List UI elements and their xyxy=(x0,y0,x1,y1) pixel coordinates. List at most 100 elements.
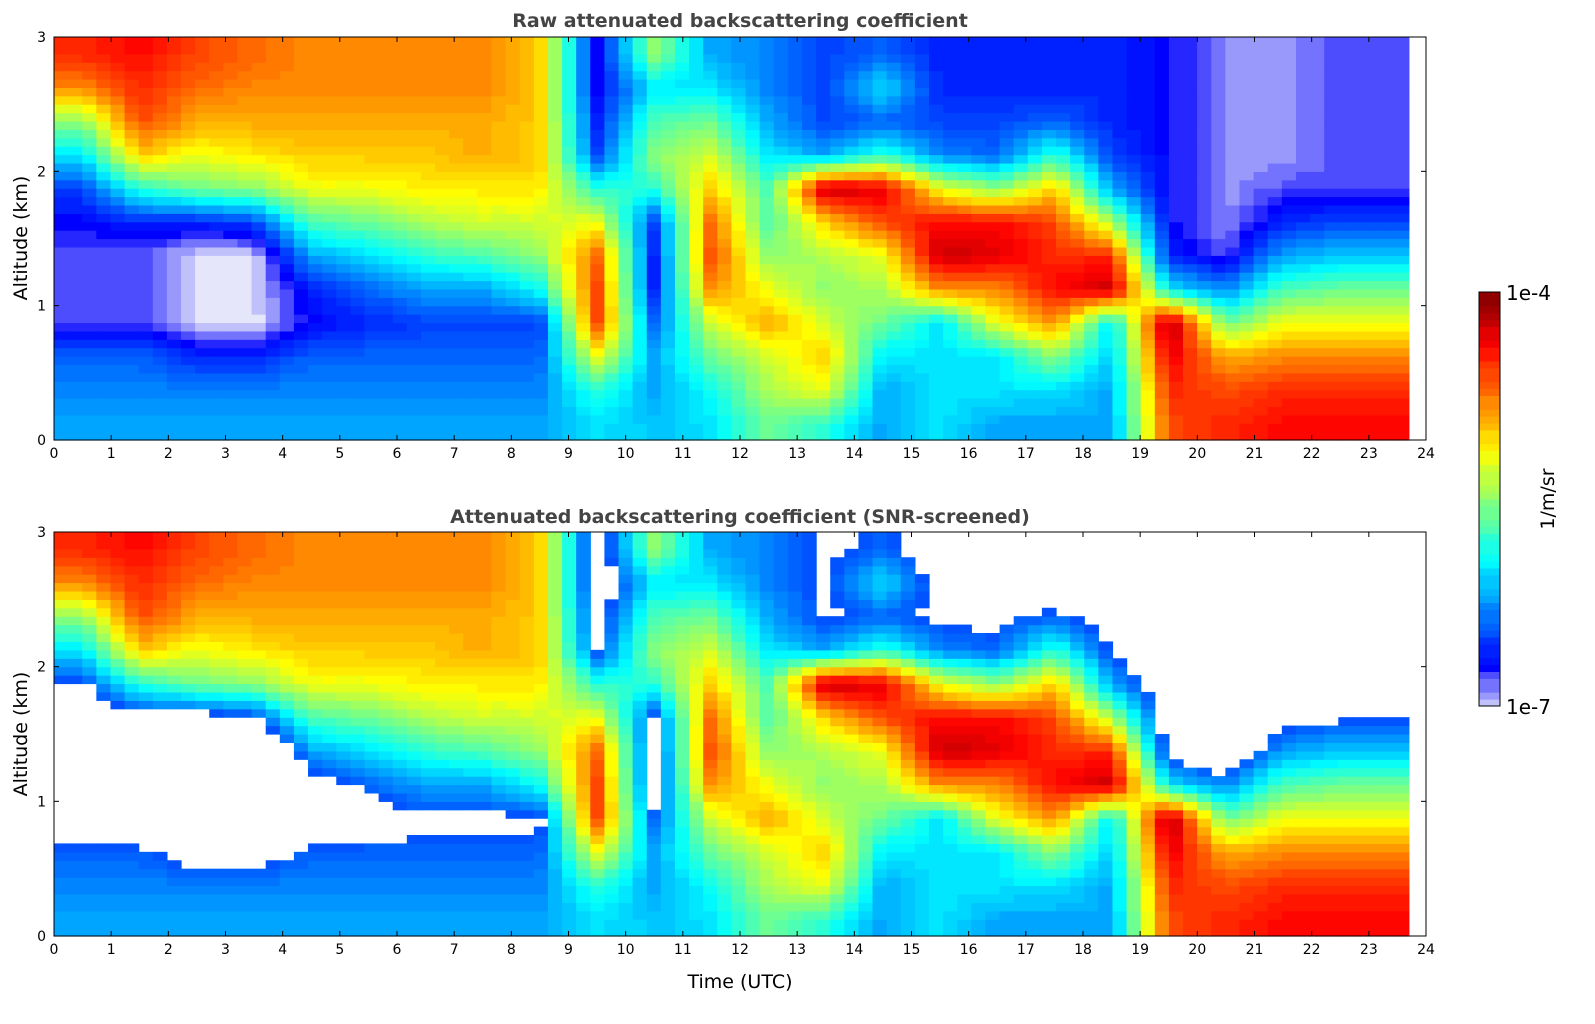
heatmap-cell xyxy=(54,616,69,625)
heatmap-cell xyxy=(844,163,859,172)
heatmap-cell xyxy=(68,886,83,895)
heatmap-cell xyxy=(915,356,930,365)
heatmap-cell xyxy=(816,289,831,298)
heatmap-cell xyxy=(139,113,154,122)
heatmap-cell xyxy=(1239,339,1254,348)
heatmap-cell xyxy=(731,155,746,164)
heatmap-cell xyxy=(1028,188,1043,197)
heatmap-cell xyxy=(1296,171,1311,180)
heatmap-cell xyxy=(237,364,252,373)
heatmap-cell xyxy=(167,146,182,155)
heatmap-cell xyxy=(1042,331,1057,340)
heatmap-cell xyxy=(661,104,676,113)
heatmap-cell xyxy=(252,146,267,155)
heatmap-cell xyxy=(1197,364,1212,373)
heatmap-cell xyxy=(68,591,83,600)
heatmap-cell xyxy=(901,381,916,390)
heatmap-cell xyxy=(675,54,690,63)
heatmap-cell xyxy=(703,348,718,357)
heatmap-cell xyxy=(1296,381,1311,390)
heatmap-cell xyxy=(54,415,69,424)
heatmap-cell xyxy=(54,432,69,441)
heatmap-cell xyxy=(661,255,676,264)
heatmap-cell xyxy=(1225,146,1240,155)
heatmap-cell xyxy=(153,54,168,63)
heatmap-cell xyxy=(562,423,577,432)
heatmap-cell xyxy=(294,280,309,289)
heatmap-cell xyxy=(858,155,873,164)
heatmap-cell xyxy=(139,869,154,878)
heatmap-cell xyxy=(1000,390,1015,399)
heatmap-cell xyxy=(477,62,492,71)
heatmap-cell xyxy=(449,213,464,222)
heatmap-cell xyxy=(68,902,83,911)
heatmap-cell xyxy=(1028,289,1043,298)
heatmap-cell xyxy=(576,297,591,306)
heatmap-cell xyxy=(844,289,859,298)
heatmap-cell xyxy=(844,322,859,331)
heatmap-cell xyxy=(407,381,422,390)
heatmap-cell xyxy=(54,297,69,306)
heatmap-cell xyxy=(195,171,210,180)
heatmap-cell xyxy=(887,331,902,340)
heatmap-cell xyxy=(1338,230,1353,239)
heatmap-cell xyxy=(1028,163,1043,172)
heatmap-cell xyxy=(830,230,845,239)
heatmap-cell xyxy=(717,331,732,340)
heatmap-cell xyxy=(1070,398,1085,407)
heatmap-cell xyxy=(1028,155,1043,164)
heatmap-cell xyxy=(322,163,337,172)
heatmap-cell xyxy=(1324,37,1339,46)
heatmap-cell xyxy=(68,877,83,886)
heatmap-cell xyxy=(1141,297,1156,306)
heatmap-cell xyxy=(252,272,267,281)
heatmap-cell xyxy=(1042,171,1057,180)
heatmap-cell xyxy=(1042,406,1057,415)
heatmap-cell xyxy=(110,894,125,903)
heatmap-cell xyxy=(1098,306,1113,315)
heatmap-cell xyxy=(1155,37,1170,46)
heatmap-cell xyxy=(1381,104,1396,113)
heatmap-cell xyxy=(1381,222,1396,231)
heatmap-cell xyxy=(534,71,549,80)
heatmap-cell xyxy=(647,104,662,113)
heatmap-cell xyxy=(873,121,888,130)
heatmap-cell xyxy=(477,247,492,256)
heatmap-cell xyxy=(1141,339,1156,348)
heatmap-cell xyxy=(1352,239,1367,248)
heatmap-cell xyxy=(266,356,281,365)
heatmap-cell xyxy=(125,146,140,155)
heatmap-cell xyxy=(1254,155,1269,164)
heatmap-cell xyxy=(1239,188,1254,197)
heatmap-cell xyxy=(125,557,140,566)
heatmap-cell xyxy=(421,373,436,382)
heatmap-cell xyxy=(1070,87,1085,96)
heatmap-cell xyxy=(633,205,648,214)
heatmap-cell xyxy=(703,104,718,113)
heatmap-cell xyxy=(280,331,295,340)
heatmap-cell xyxy=(534,121,549,130)
heatmap-cell xyxy=(633,415,648,424)
heatmap-cell xyxy=(139,919,154,928)
heatmap-cell xyxy=(1141,239,1156,248)
heatmap-cell xyxy=(125,684,140,693)
heatmap-cell xyxy=(322,348,337,357)
heatmap-cell xyxy=(548,356,563,365)
heatmap-cell xyxy=(96,406,111,415)
heatmap-cell xyxy=(477,37,492,46)
heatmap-cell xyxy=(915,62,930,71)
heatmap-cell xyxy=(689,297,704,306)
heatmap-cell xyxy=(252,180,267,189)
heatmap-cell xyxy=(1197,322,1212,331)
heatmap-cell xyxy=(96,364,111,373)
heatmap-cell xyxy=(1211,138,1226,147)
heatmap-cell xyxy=(1056,306,1071,315)
heatmap-cell xyxy=(266,104,281,113)
heatmap-cell xyxy=(830,96,845,105)
heatmap-cell xyxy=(915,406,930,415)
heatmap-cell xyxy=(350,129,365,138)
heatmap-cell xyxy=(1084,297,1099,306)
heatmap-cell xyxy=(1367,255,1382,264)
heatmap-cell xyxy=(153,390,168,399)
heatmap-cell xyxy=(647,129,662,138)
